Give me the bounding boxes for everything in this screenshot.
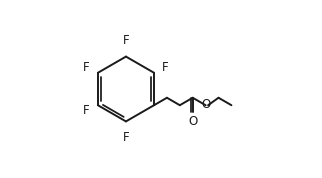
- Text: F: F: [162, 61, 169, 74]
- Text: F: F: [83, 61, 90, 74]
- Text: F: F: [83, 104, 90, 117]
- Text: O: O: [188, 115, 197, 128]
- Text: O: O: [202, 98, 211, 111]
- Text: F: F: [123, 34, 129, 47]
- Text: F: F: [123, 131, 129, 144]
